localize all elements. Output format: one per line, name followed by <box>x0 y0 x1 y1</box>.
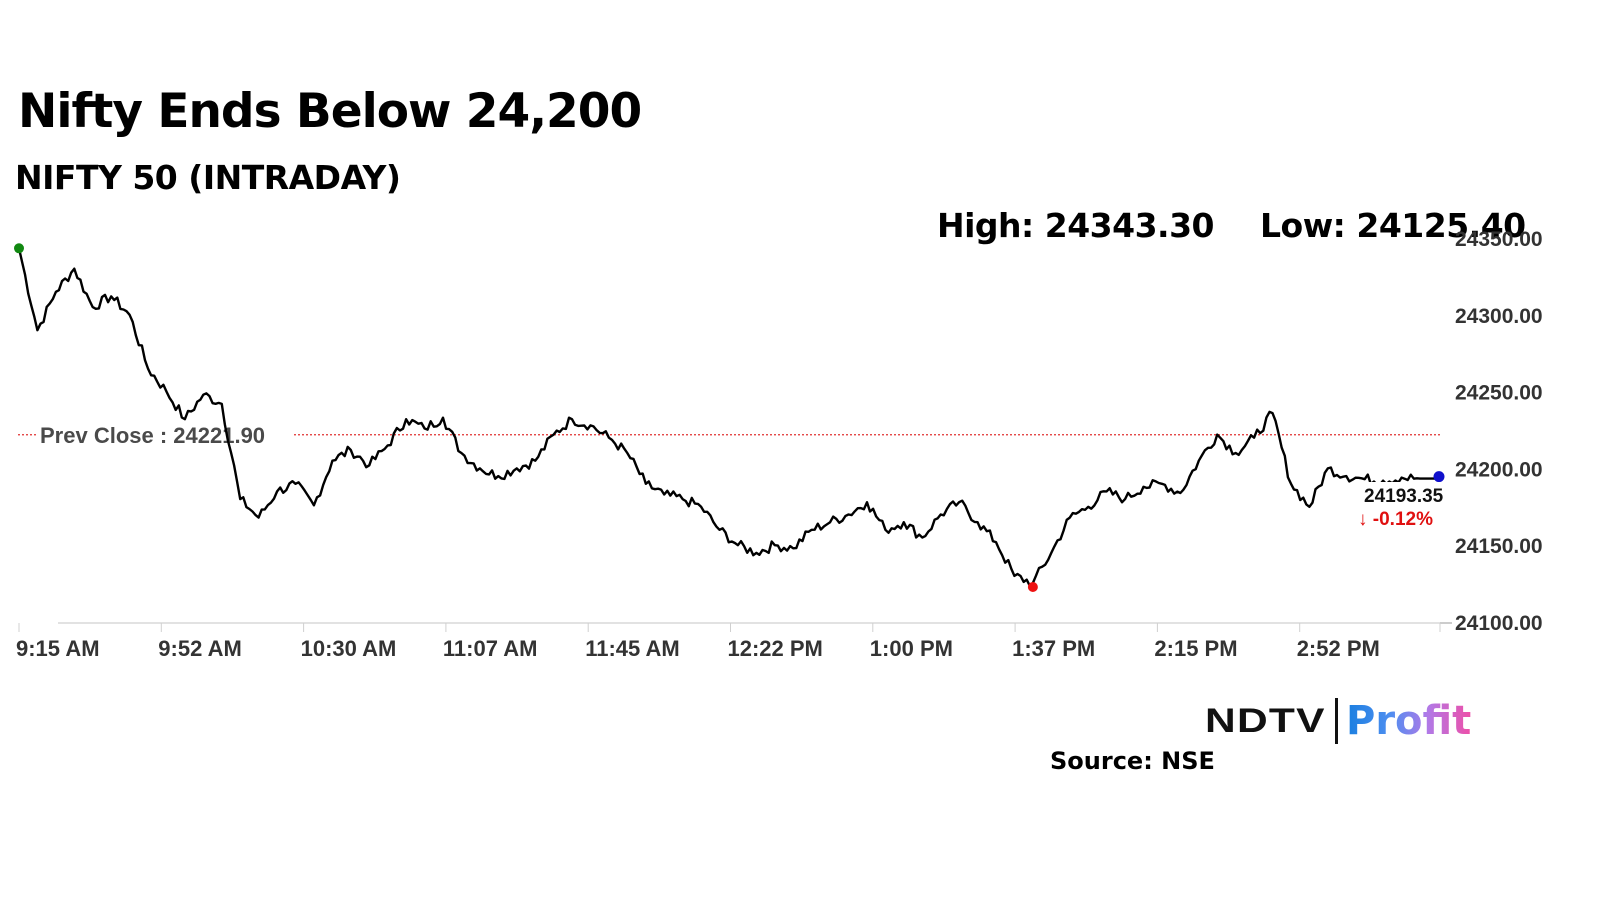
x-tick-label: 11:07 AM <box>443 636 538 661</box>
x-tick-label: 2:52 PM <box>1297 636 1380 661</box>
prev-close-label-bg <box>36 420 294 449</box>
logo-profit: Profit <box>1346 698 1472 744</box>
last-value: 24193.35 <box>1364 486 1444 507</box>
x-tick-label: 9:15 AM <box>16 636 100 661</box>
chart-subtitle: NIFTY 50 (INTRADAY) <box>15 158 401 197</box>
high-value: High: 24343.30 <box>937 206 1215 245</box>
x-tick-label: 1:37 PM <box>1012 636 1095 661</box>
x-tick-label: 10:30 AM <box>301 636 397 661</box>
logo-divider <box>1335 698 1338 744</box>
x-axis-ticks: 9:15 AM 9:52 AM 10:30 AM 11:07 AM 11:45 AM 12… <box>16 623 1441 661</box>
x-tick-label: 2:15 PM <box>1154 636 1237 661</box>
y-axis-labels: 24100.00 24150.00 24200.00 24250.00 24300.00… <box>1455 228 1543 635</box>
x-tick-label: 12:22 PM <box>728 636 823 661</box>
last-marker-icon <box>1433 471 1445 483</box>
y-tick-label: 24350.00 <box>1455 228 1543 251</box>
prev-close-label: Prev Close : 24221.90 <box>40 423 265 448</box>
low-marker-icon <box>1027 581 1038 592</box>
x-tick-label: 11:45 AM <box>585 636 680 661</box>
source-note: Source: NSE <box>1050 747 1215 775</box>
change-percent: ↓ -0.12% <box>1358 509 1433 530</box>
x-tick-label: 1:00 PM <box>870 636 953 661</box>
logo-ndtv: NDTV <box>1205 701 1326 740</box>
open-marker-icon <box>14 243 24 254</box>
low-value: Low: 24125.40 <box>1260 206 1526 245</box>
y-tick-label: 24150.00 <box>1455 535 1543 558</box>
y-tick-label: 24300.00 <box>1455 305 1543 328</box>
ndtv-profit-logo: NDTV Profit <box>1205 696 1471 746</box>
y-tick-label: 24200.00 <box>1455 458 1543 481</box>
y-tick-label: 24250.00 <box>1455 382 1543 405</box>
chart-title: Nifty Ends Below 24,200 <box>18 84 642 139</box>
x-tick-label: 9:52 AM <box>158 636 242 661</box>
price-line <box>17 248 1438 587</box>
last-value-bg <box>1358 482 1444 530</box>
y-tick-label: 24100.00 <box>1455 612 1543 635</box>
